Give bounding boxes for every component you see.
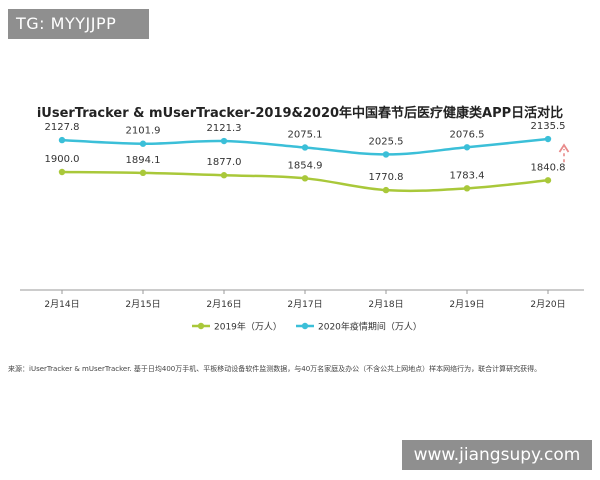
data-point	[382, 186, 390, 194]
watermark-bottom: www.jiangsupy.com	[402, 440, 592, 470]
source-note: 来源：iUserTracker & mUserTracker. 基于日均400万…	[8, 365, 542, 373]
data-point	[139, 169, 147, 177]
data-label: 2101.9	[126, 126, 161, 137]
chart-title: iUserTracker & mUserTracker-2019&2020年中国…	[36, 106, 564, 121]
data-label: 2025.5	[369, 136, 404, 147]
legend-marker-2020	[301, 322, 309, 330]
x-tick-label: 2月17日	[287, 299, 322, 310]
data-label: 2075.1	[288, 129, 323, 140]
data-point	[301, 175, 309, 182]
legend-label-2019: 2019年（万人）	[214, 321, 282, 333]
legend-marker-2019	[197, 322, 205, 330]
x-tick-label: 2月20日	[530, 299, 565, 310]
legend-label-2020: 2020年疫情期间（万人）	[318, 321, 422, 333]
data-label: 1877.0	[207, 157, 242, 168]
data-label: 2076.5	[450, 129, 485, 140]
data-point	[544, 135, 552, 143]
data-label: 1854.9	[288, 160, 323, 171]
data-point	[139, 140, 147, 147]
x-tick-label: 2月14日	[44, 299, 79, 310]
data-point	[58, 136, 66, 144]
data-point	[220, 172, 228, 179]
data-label: 1770.8	[369, 172, 404, 183]
data-point	[544, 177, 552, 184]
data-point	[58, 168, 66, 176]
data-label: 2135.5	[531, 121, 566, 132]
x-tick-label: 2月15日	[125, 299, 160, 310]
arrow-head	[558, 143, 570, 153]
data-label: 1900.0	[45, 154, 80, 165]
watermark-top: TG: MYYJJPP	[8, 9, 149, 39]
data-point	[301, 144, 309, 151]
x-tick-label: 2月18日	[368, 299, 403, 310]
data-label: 1840.8	[531, 162, 566, 173]
data-point	[220, 137, 228, 145]
data-point	[463, 185, 471, 192]
x-tick-label: 2月16日	[206, 299, 241, 310]
data-label: 2121.3	[207, 123, 242, 134]
data-point	[382, 151, 390, 158]
data-label: 1894.1	[126, 155, 161, 166]
x-tick-label: 2月19日	[449, 299, 484, 310]
data-point	[463, 144, 471, 151]
data-label: 2127.8	[45, 122, 80, 133]
data-label: 1783.4	[450, 170, 485, 181]
